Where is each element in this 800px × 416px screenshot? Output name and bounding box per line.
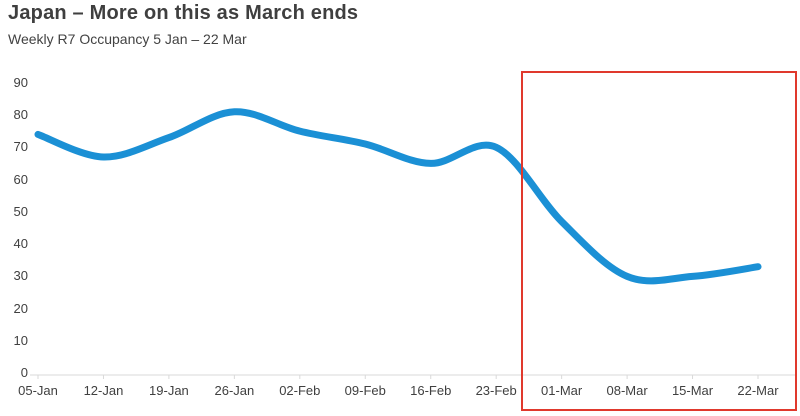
x-axis-label: 26-Jan — [214, 383, 255, 398]
x-axis-label: 23-Feb — [475, 383, 517, 398]
y-axis-label: 30 — [13, 268, 28, 284]
x-axis-label: 16-Feb — [410, 383, 452, 398]
y-axis-label: 20 — [13, 300, 28, 316]
x-axis-label: 15-Mar — [671, 383, 714, 398]
chart-title: Japan – More on this as March ends — [8, 2, 359, 24]
y-axis-label: 50 — [13, 203, 28, 219]
x-axis-ticks — [37, 375, 759, 379]
x-axis-label: 09-Feb — [344, 383, 386, 398]
y-axis-label: 70 — [13, 139, 28, 155]
x-axis-label: 01-Mar — [541, 383, 583, 398]
y-axis-label: 80 — [13, 106, 28, 122]
x-axis-label: 08-Mar — [606, 383, 648, 398]
x-axis-label: 05-Jan — [18, 383, 58, 398]
y-axis-label: 40 — [13, 236, 28, 252]
y-axis-label: 60 — [13, 171, 28, 187]
y-axis-label: 0 — [20, 365, 28, 381]
x-axis-label: 12-Jan — [83, 383, 124, 398]
line-series-path — [34, 108, 762, 285]
chart-subtitle: Weekly R7 Occupancy 5 Jan – 22 Mar — [8, 31, 247, 47]
y-axis-label: 90 — [13, 74, 28, 90]
x-axis-label: 22-Mar — [737, 383, 779, 398]
y-axis-label: 10 — [13, 333, 28, 348]
x-axis-label: 02-Feb — [279, 383, 321, 398]
x-axis-label: 19-Jan — [149, 383, 189, 398]
